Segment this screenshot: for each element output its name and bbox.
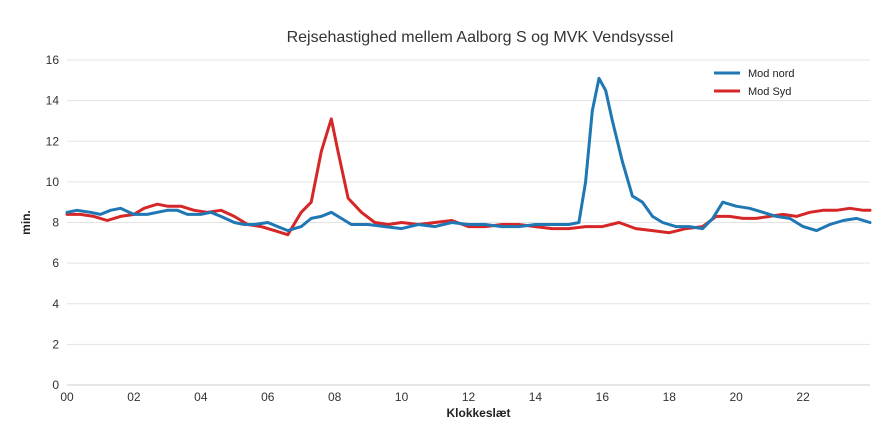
x-tick-label: 06 [261, 390, 275, 404]
x-tick-label: 20 [729, 390, 743, 404]
series-line-mod-nord [65, 76, 872, 233]
x-tick-label: 08 [328, 390, 342, 404]
series-line-mod-syd [65, 117, 872, 237]
x-tick-label: 14 [529, 390, 543, 404]
legend-label-mod-nord: Mod nord [748, 68, 794, 80]
series-lines [65, 76, 872, 237]
x-axis-ticks: 00 02 04 06 08 10 12 14 16 18 20 22 [60, 390, 810, 404]
x-tick-label: 10 [395, 390, 409, 404]
y-tick-label: 0 [52, 378, 59, 392]
y-tick-label: 12 [46, 134, 60, 148]
x-axis-label: Klokkeslæt [446, 406, 510, 420]
x-tick-label: 18 [663, 390, 677, 404]
y-tick-label: 16 [46, 53, 60, 67]
chart-title: Rejsehastighed mellem Aalborg S og MVK V… [287, 29, 674, 46]
y-tick-label: 10 [46, 175, 60, 189]
x-tick-label: 16 [596, 390, 610, 404]
x-tick-label: 04 [194, 390, 208, 404]
x-tick-label: 22 [796, 390, 810, 404]
y-tick-label: 2 [52, 337, 59, 351]
y-axis-ticks: 0 2 4 6 8 10 12 14 16 [46, 53, 60, 392]
x-tick-label: 12 [462, 390, 476, 404]
x-tick-label: 00 [60, 390, 74, 404]
y-tick-label: 6 [52, 256, 59, 270]
legend: Mod nord Mod Syd [714, 68, 794, 98]
legend-label-mod-syd: Mod Syd [748, 86, 791, 98]
grid-lines [67, 59, 870, 345]
y-tick-label: 8 [52, 216, 59, 230]
y-axis-label: min. [19, 210, 33, 235]
y-tick-label: 4 [52, 297, 59, 311]
y-tick-label: 14 [46, 94, 60, 108]
x-tick-label: 02 [127, 390, 141, 404]
